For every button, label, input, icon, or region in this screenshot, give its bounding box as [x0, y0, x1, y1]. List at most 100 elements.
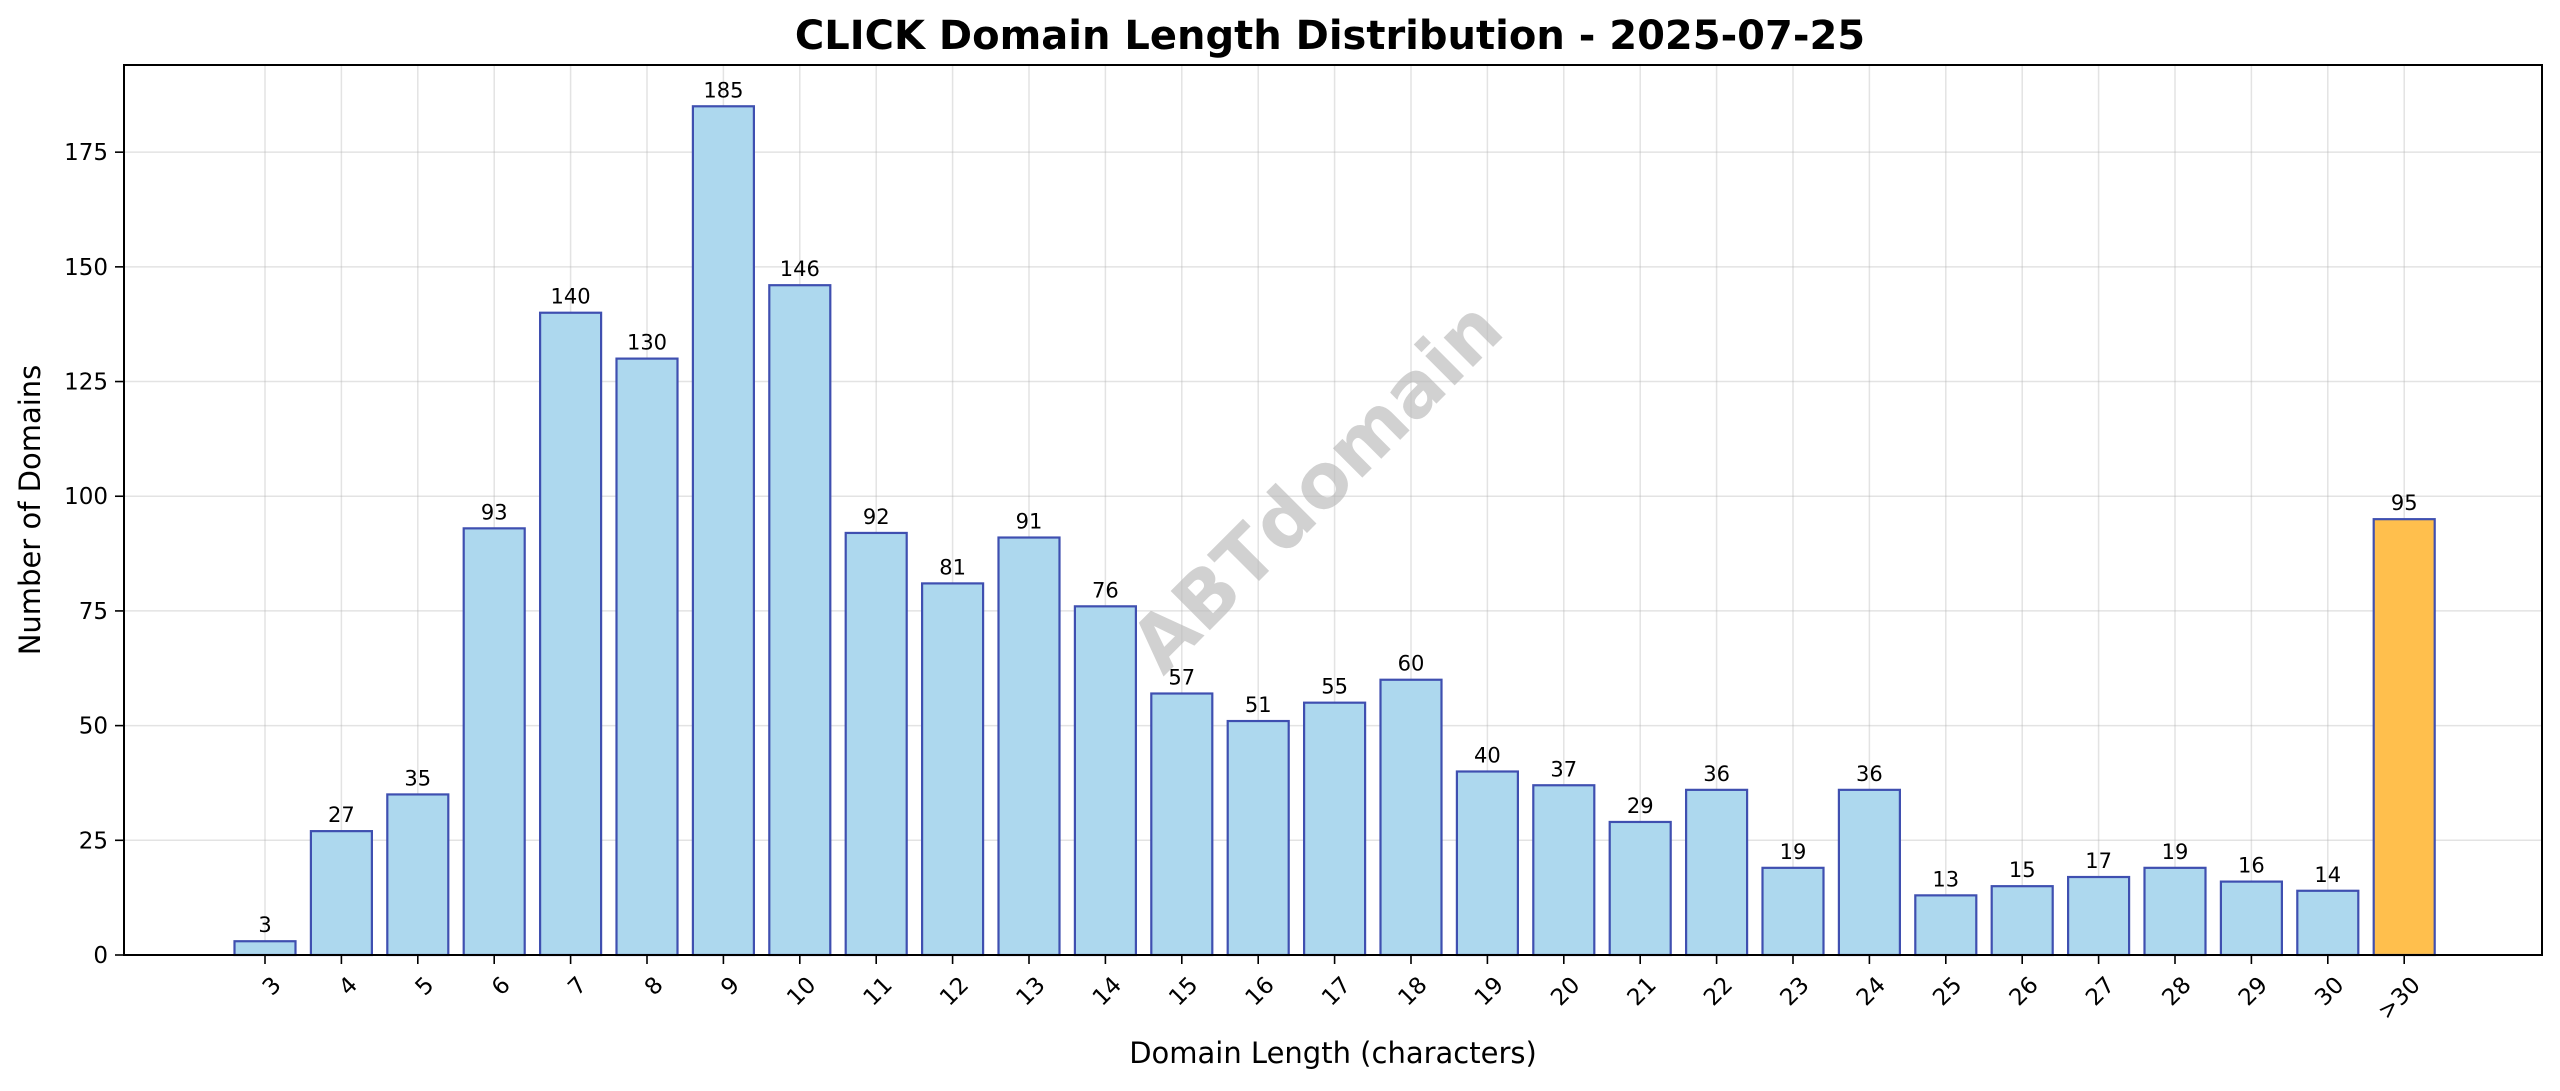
watermark-text: ABTdomain [1113, 283, 1519, 689]
x-tick-label: 21 [1623, 972, 1662, 1011]
data-label: 57 [1168, 666, 1195, 690]
data-label: 14 [2314, 863, 2341, 887]
x-tick-label: 4 [334, 972, 363, 1001]
y-axis: 0 25 50 75 100 125 150 175 [64, 140, 124, 969]
data-label: 81 [939, 555, 966, 579]
x-tick-label: >30 [2373, 972, 2426, 1025]
x-tick-label: 14 [1088, 972, 1127, 1011]
bar-20 [1532, 784, 1596, 957]
x-tick-label: 9 [716, 972, 745, 1001]
bar-14 [1073, 605, 1138, 957]
bar-19 [1455, 770, 1520, 957]
bar-11 [844, 531, 908, 957]
x-tick-label: 10 [782, 972, 821, 1011]
data-label: 95 [2391, 491, 2418, 515]
data-label: 91 [1016, 510, 1043, 534]
bar-21 [1608, 820, 1672, 957]
x-tick-label: 26 [2005, 972, 2044, 1011]
bar-7 [538, 311, 603, 957]
y-tick-label: 125 [64, 370, 108, 396]
x-axis: 3 4 5 6 7 8 9 10 11 12 13 14 15 16 17 18 19 20 21 22 23 24 25 2… [258, 955, 2426, 1025]
x-tick-label: 5 [411, 972, 440, 1001]
data-label: 15 [2009, 858, 2036, 882]
bar-15 [1150, 692, 1214, 957]
x-tick-label: 17 [1317, 972, 1356, 1011]
bar-8 [615, 357, 679, 957]
x-tick-label: 23 [1775, 972, 1814, 1011]
bar-gt30 [2372, 518, 2436, 957]
bar-26 [1990, 885, 2054, 957]
data-label: 27 [328, 803, 355, 827]
y-tick-label: 175 [64, 140, 108, 166]
y-tick-label: 100 [64, 484, 108, 510]
data-label: 36 [1856, 762, 1883, 786]
data-label: 185 [703, 78, 743, 102]
bar-30 [2296, 889, 2360, 957]
bar-17 [1302, 701, 1367, 957]
bar-6 [462, 527, 526, 957]
x-axis-label: Domain Length (characters) [1129, 1036, 1537, 1070]
bar-18 [1379, 678, 1443, 957]
data-label: 40 [1474, 743, 1501, 767]
bar-5 [386, 793, 450, 957]
y-axis-label: Number of Domains [13, 365, 47, 656]
data-label: 29 [1627, 794, 1654, 818]
x-tick-label: 29 [2234, 972, 2273, 1011]
data-label: 93 [481, 500, 508, 524]
data-labels: 3 27 35 93 140 130 185 146 92 81 91 76 57 51 55 60 40 37 2… [258, 78, 2417, 937]
x-tick-label: 7 [563, 972, 592, 1001]
bar-13 [997, 536, 1061, 957]
x-tick-label: 6 [487, 972, 516, 1001]
x-tick-label: 16 [1241, 972, 1280, 1011]
bar-12 [920, 582, 985, 957]
bar-28 [2143, 866, 2207, 957]
bar-23 [1761, 866, 1825, 957]
data-label: 19 [2162, 840, 2189, 864]
x-tick-label: 20 [1546, 972, 1585, 1011]
bar-3 [233, 940, 297, 957]
bar-9 [691, 105, 756, 957]
data-label: 13 [1932, 867, 1959, 891]
data-label: 36 [1703, 762, 1730, 786]
x-tick-label: 28 [2157, 972, 2196, 1011]
data-label: 146 [780, 257, 820, 281]
data-label: 16 [2238, 854, 2265, 878]
bar-24 [1837, 788, 1902, 957]
bar-4 [309, 830, 373, 957]
x-tick-label: 8 [640, 972, 669, 1001]
data-label: 17 [2085, 849, 2112, 873]
x-tick-label: 30 [2310, 972, 2349, 1011]
x-tick-label: 15 [1164, 972, 1203, 1011]
x-tick-label: 24 [1852, 972, 1891, 1011]
data-label: 92 [863, 505, 890, 529]
x-tick-label: 18 [1393, 972, 1432, 1011]
plot-frame [123, 64, 2543, 956]
data-label: 51 [1245, 693, 1272, 717]
bars [233, 105, 2436, 957]
data-label: 37 [1550, 757, 1577, 781]
data-label: 35 [404, 766, 431, 790]
data-label: 76 [1092, 578, 1119, 602]
y-tick-label: 75 [79, 599, 108, 625]
data-label: 140 [551, 285, 591, 309]
y-tick-label: 150 [64, 255, 108, 281]
data-label: 55 [1321, 675, 1348, 699]
bar-25 [1914, 894, 1978, 957]
x-tick-label: 12 [935, 972, 974, 1011]
y-tick-label: 50 [79, 714, 108, 740]
bar-27 [2067, 875, 2131, 957]
data-label: 19 [1780, 840, 1807, 864]
bar-29 [2219, 880, 2283, 957]
bar-16 [1226, 719, 1290, 957]
bar-22 [1684, 788, 1749, 957]
x-tick-label: 13 [1011, 972, 1050, 1011]
x-tick-label: 19 [1470, 972, 1509, 1011]
y-tick-label: 25 [79, 828, 108, 854]
x-tick-label: 11 [859, 972, 898, 1011]
x-tick-label: 25 [1928, 972, 1967, 1011]
chart-title: CLICK Domain Length Distribution - 2025-… [795, 13, 1865, 59]
data-label: 130 [627, 331, 667, 355]
x-tick-label: 22 [1699, 972, 1738, 1011]
